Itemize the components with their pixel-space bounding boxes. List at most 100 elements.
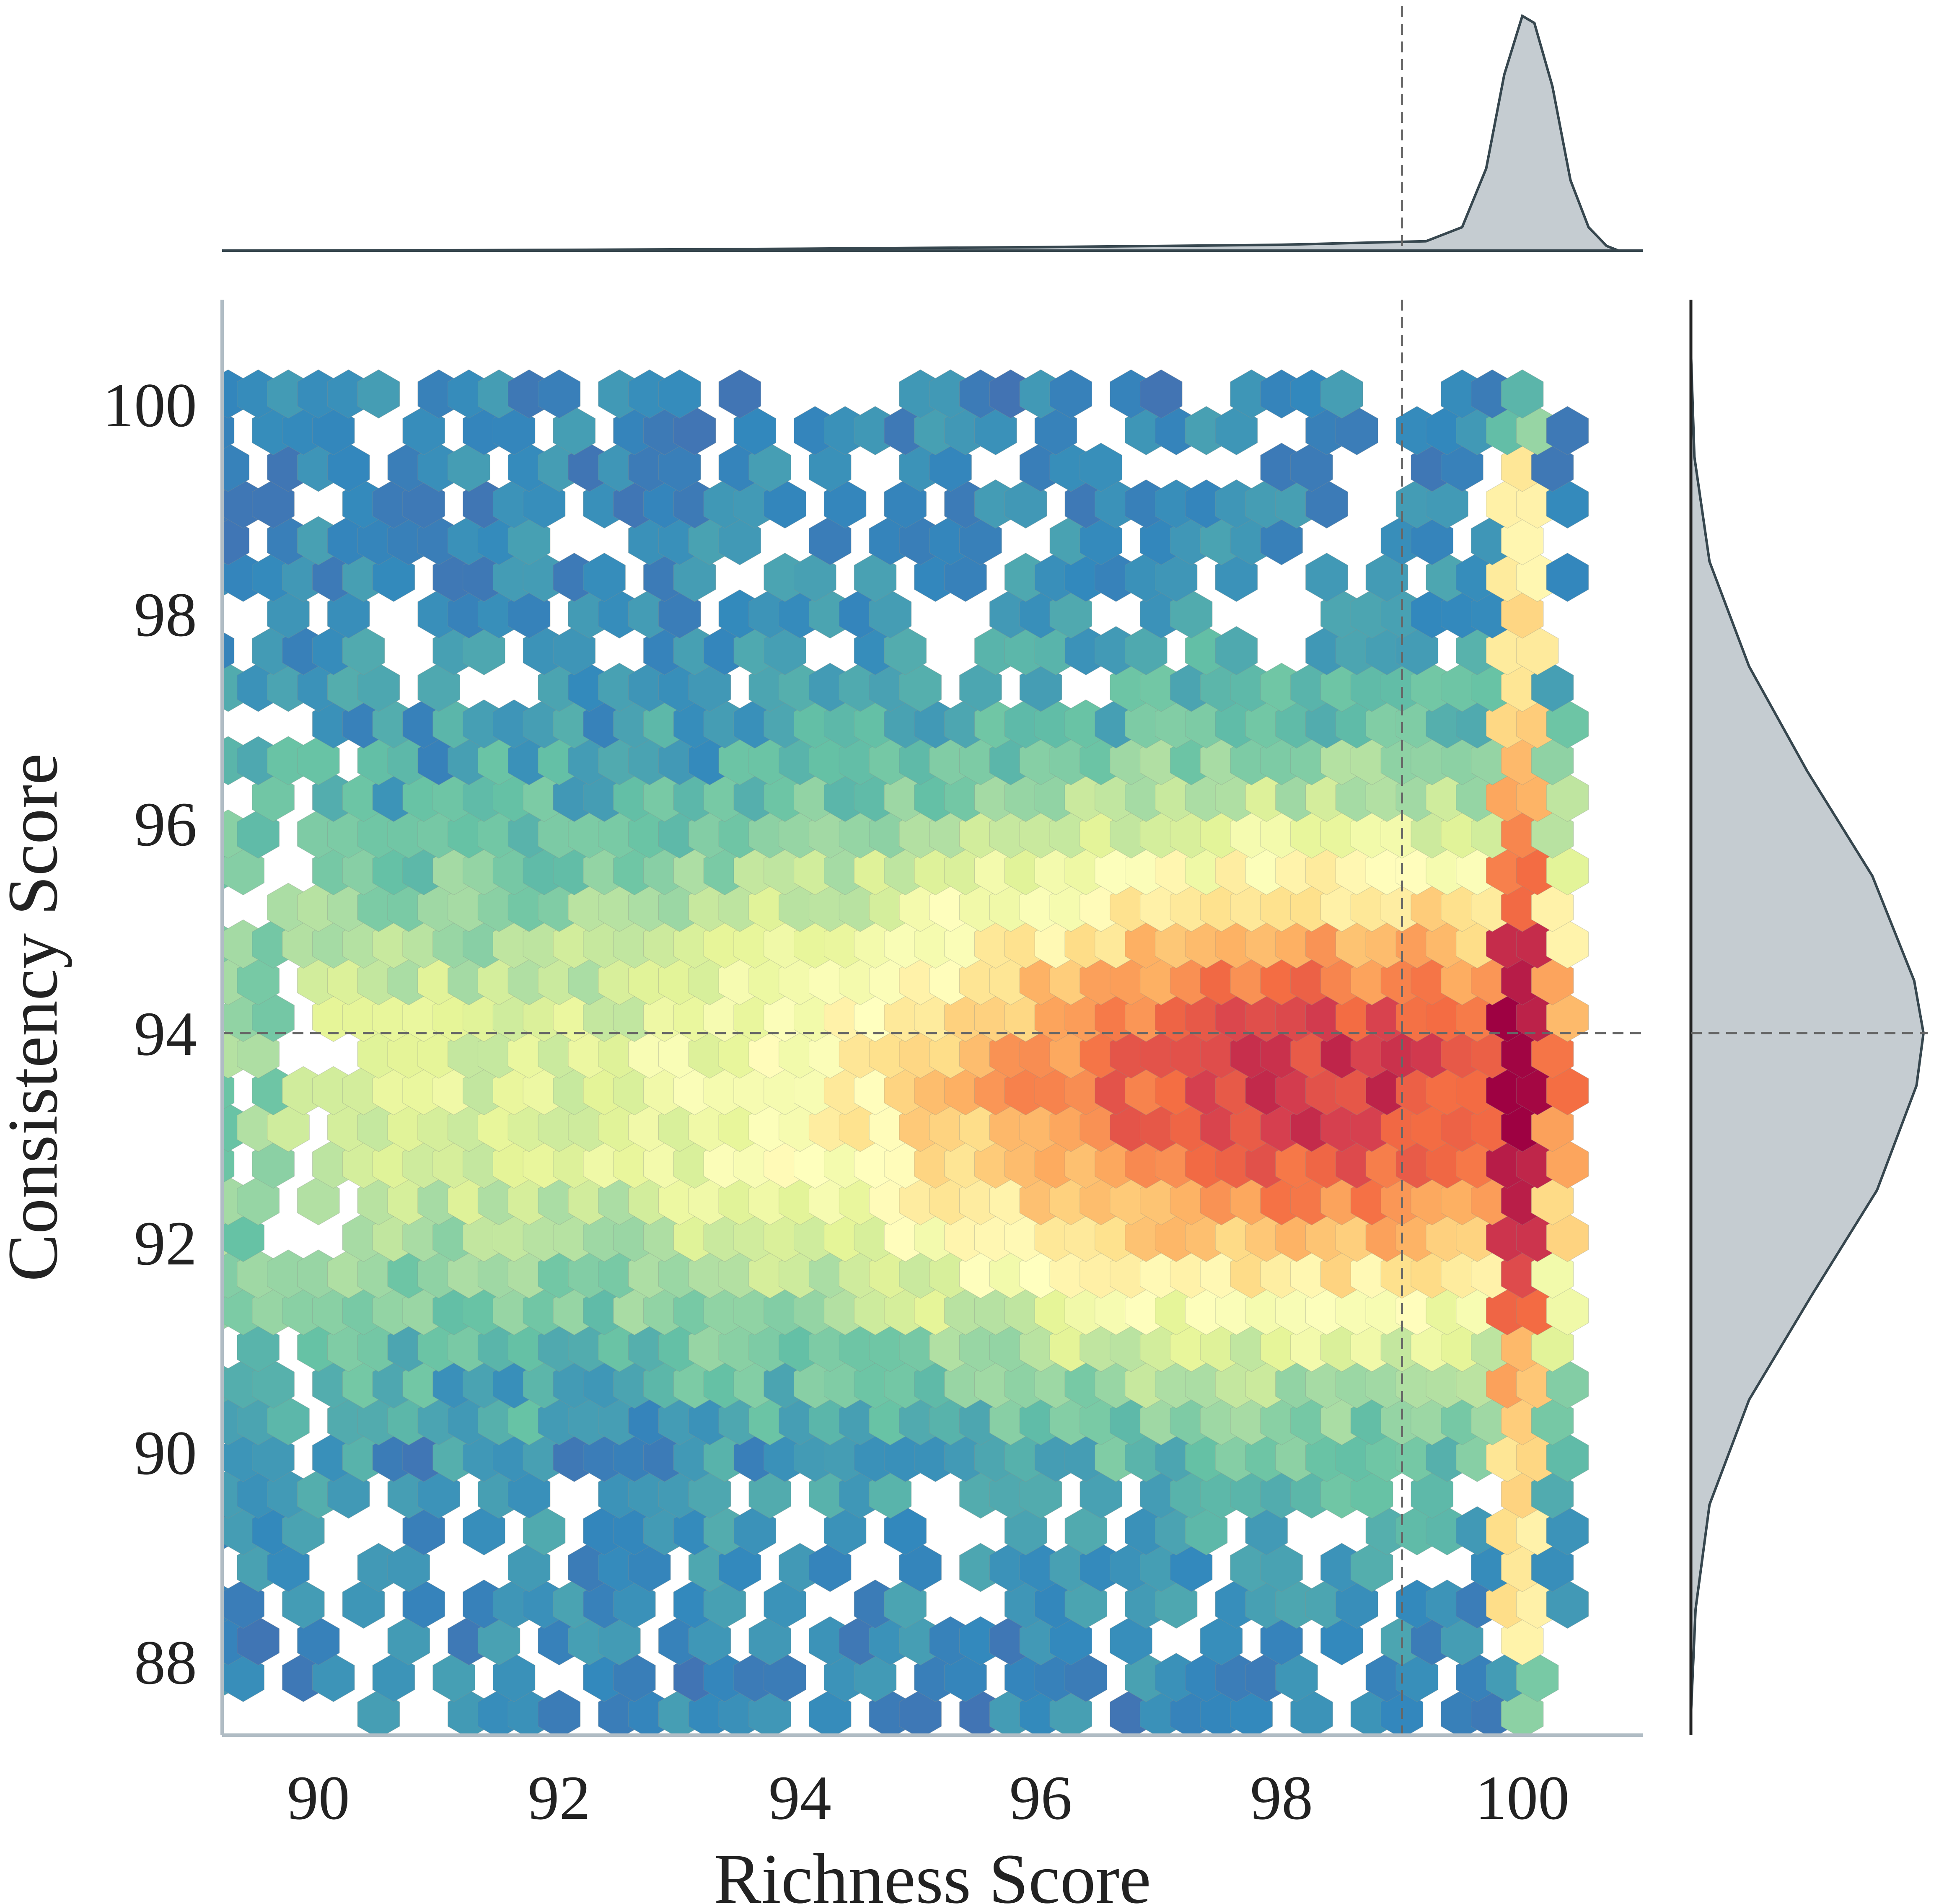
hex-cell xyxy=(387,1616,430,1666)
hex-cell xyxy=(583,552,626,602)
hex-cell xyxy=(658,443,701,492)
hex-cell xyxy=(823,1506,867,1556)
hex-cell xyxy=(748,1689,792,1735)
hex-cell xyxy=(252,1359,295,1409)
hex-cell xyxy=(884,479,927,529)
hex-cell xyxy=(1531,736,1574,785)
hex-cell xyxy=(297,1616,340,1666)
y-tick-label: 92 xyxy=(134,1209,197,1278)
hex-cell xyxy=(1546,1359,1589,1409)
hex-cell xyxy=(899,663,942,712)
hex-cell xyxy=(1049,1689,1092,1735)
hex-cell xyxy=(1546,992,1589,1042)
hex-cell xyxy=(974,406,1017,456)
hex-cell xyxy=(1064,1579,1108,1629)
hex-cell xyxy=(237,1616,280,1666)
hex-cell xyxy=(1531,1103,1574,1152)
hex-cell xyxy=(252,992,295,1042)
hex-cell xyxy=(1411,516,1454,565)
hex-cell xyxy=(688,663,731,712)
reference-lines xyxy=(222,300,1643,1735)
hex-cell xyxy=(1531,1176,1574,1225)
hex-cell xyxy=(764,479,806,529)
hex-cell xyxy=(658,589,701,639)
hex-cell xyxy=(267,1396,310,1445)
hex-cell xyxy=(267,589,310,639)
y-axis-label: Consistency Score xyxy=(0,753,72,1282)
hex-cell xyxy=(1245,1506,1288,1556)
hex-cell xyxy=(448,443,490,492)
hex-cell xyxy=(237,1323,280,1372)
hex-cell xyxy=(1365,552,1408,602)
hex-cell xyxy=(959,516,1002,565)
hex-cell xyxy=(1080,443,1123,492)
hex-cell xyxy=(1019,663,1062,712)
hex-cell xyxy=(267,1543,310,1592)
hex-cell xyxy=(252,772,295,822)
y-tick-label: 88 xyxy=(134,1628,197,1697)
hex-cell xyxy=(1546,846,1589,896)
hex-cell xyxy=(1531,1249,1574,1299)
hex-cell xyxy=(357,1689,400,1735)
hex-cell xyxy=(1546,1506,1589,1556)
hex-cell xyxy=(748,443,792,492)
hex-cell xyxy=(1230,1689,1273,1735)
hex-cell xyxy=(1546,699,1589,749)
hex-cell xyxy=(808,443,852,492)
hex-cell xyxy=(1546,406,1589,456)
hex-cell xyxy=(1320,1616,1363,1666)
hex-cell xyxy=(733,406,777,456)
hex-cell xyxy=(282,1506,325,1556)
hex-cell xyxy=(1320,369,1363,419)
hex-cell xyxy=(944,552,987,602)
hex-cell xyxy=(507,516,551,565)
hex-cell xyxy=(492,406,536,456)
hex-cell xyxy=(793,552,836,602)
hex-cell xyxy=(222,846,265,896)
hex-cell xyxy=(1064,1506,1108,1556)
hex-cell xyxy=(1546,1066,1589,1116)
x-tick-label: 96 xyxy=(1010,1763,1072,1833)
hex-cell xyxy=(628,1543,671,1592)
hex-cell xyxy=(1110,1616,1152,1666)
hex-cell xyxy=(417,1469,461,1519)
hex-cell xyxy=(1004,1506,1047,1556)
hex-cell xyxy=(342,1579,385,1629)
hex-cell xyxy=(1501,369,1544,419)
hex-cell xyxy=(944,1653,987,1702)
hex-cell xyxy=(1140,369,1183,419)
hex-cell xyxy=(718,516,761,565)
hex-cell xyxy=(854,1653,897,1702)
y-tick-label: 100 xyxy=(103,370,197,440)
hex-cell xyxy=(222,1579,265,1629)
hex-cell xyxy=(1395,626,1439,676)
hex-cell xyxy=(1531,1323,1574,1372)
hex-cell xyxy=(1155,552,1198,602)
hex-cell xyxy=(688,1469,731,1519)
hex-cell xyxy=(267,1103,310,1152)
hex-cell xyxy=(1080,516,1123,565)
hex-cell xyxy=(1441,443,1483,492)
hex-cell xyxy=(252,1139,295,1189)
hex-cell xyxy=(1501,589,1544,639)
hex-cell xyxy=(1200,1616,1243,1666)
hex-cell xyxy=(282,1579,325,1629)
hex-cell xyxy=(808,516,852,565)
hex-cell xyxy=(718,369,761,419)
hex-cell xyxy=(252,1433,295,1482)
hex-cell xyxy=(1335,406,1378,456)
hex-cell xyxy=(808,1689,852,1735)
hex-cell xyxy=(1546,1286,1589,1336)
hex-cell xyxy=(1501,1689,1544,1735)
hex-cell xyxy=(748,1469,792,1519)
hex-cell xyxy=(492,1653,536,1702)
hex-cell xyxy=(1411,1469,1454,1519)
hex-cell xyxy=(477,1616,520,1666)
x-tick-label: 94 xyxy=(769,1763,831,1833)
hex-cell xyxy=(884,1506,927,1556)
x-axis-label: Richness Score xyxy=(714,1839,1151,1904)
hex-cell xyxy=(372,552,415,602)
hex-cell xyxy=(1546,1212,1589,1262)
hex-cell xyxy=(1125,626,1168,676)
hex-cell xyxy=(1170,589,1213,639)
